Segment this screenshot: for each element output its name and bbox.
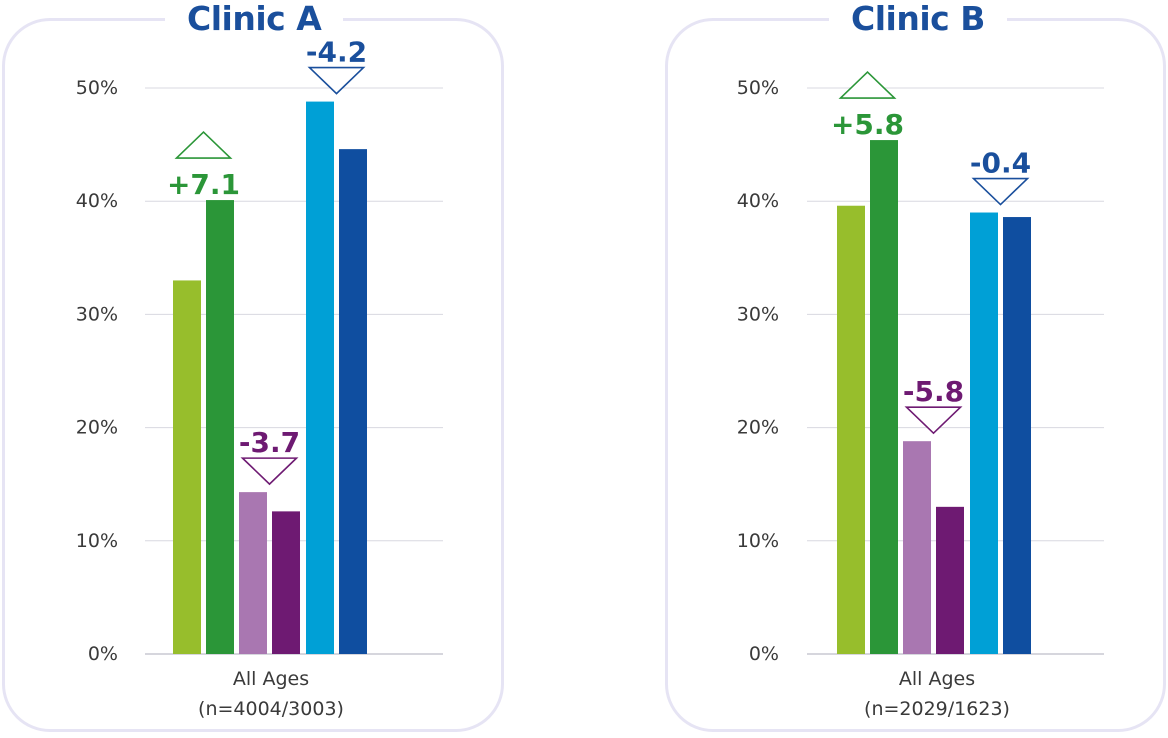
y-tick-label: 10%: [737, 530, 779, 552]
increase-triangle-icon: [174, 130, 233, 159]
bar: [339, 149, 367, 655]
decrease-triangle-icon: [971, 177, 1030, 206]
y-tick-label: 10%: [76, 530, 118, 552]
bar: [1003, 217, 1031, 654]
x-category-label: All Ages: [233, 668, 309, 690]
bar: [272, 511, 300, 654]
y-tick-label: 30%: [76, 303, 118, 325]
y-tick-label: 0%: [88, 643, 118, 665]
y-tick-label: 20%: [76, 417, 118, 439]
change-value-label: -0.4: [970, 147, 1031, 180]
decrease-triangle-icon: [904, 406, 963, 435]
x-category-note: (n=4004/3003): [198, 698, 344, 720]
y-tick-label: 0%: [749, 643, 779, 665]
bar: [206, 200, 234, 654]
decrease-triangle-icon: [240, 457, 299, 486]
change-value-label: +7.1: [167, 168, 240, 201]
bar: [936, 506, 964, 654]
change-value-label: -5.8: [903, 375, 964, 408]
x-category-label: All Ages: [899, 668, 975, 690]
bar: [870, 140, 898, 654]
panel-title: Clinic B: [829, 0, 1007, 42]
y-tick-label: 50%: [76, 77, 118, 99]
x-category-note: (n=2029/1623): [864, 698, 1010, 720]
bar: [239, 492, 267, 654]
change-value-label: -3.7: [239, 426, 300, 459]
y-tick-label: 50%: [737, 77, 779, 99]
bar: [970, 212, 998, 654]
bar: [837, 205, 865, 654]
change-value-label: +5.8: [831, 108, 904, 141]
y-tick-label: 40%: [737, 190, 779, 212]
decrease-triangle-icon: [307, 66, 366, 95]
panel-title: Clinic A: [165, 0, 344, 42]
bar: [306, 101, 334, 655]
change-value-label: -4.2: [306, 36, 367, 69]
increase-triangle-icon: [838, 70, 897, 99]
bar: [903, 441, 931, 654]
y-tick-label: 20%: [737, 417, 779, 439]
y-tick-label: 30%: [737, 303, 779, 325]
y-tick-label: 40%: [76, 190, 118, 212]
bar: [173, 280, 201, 654]
